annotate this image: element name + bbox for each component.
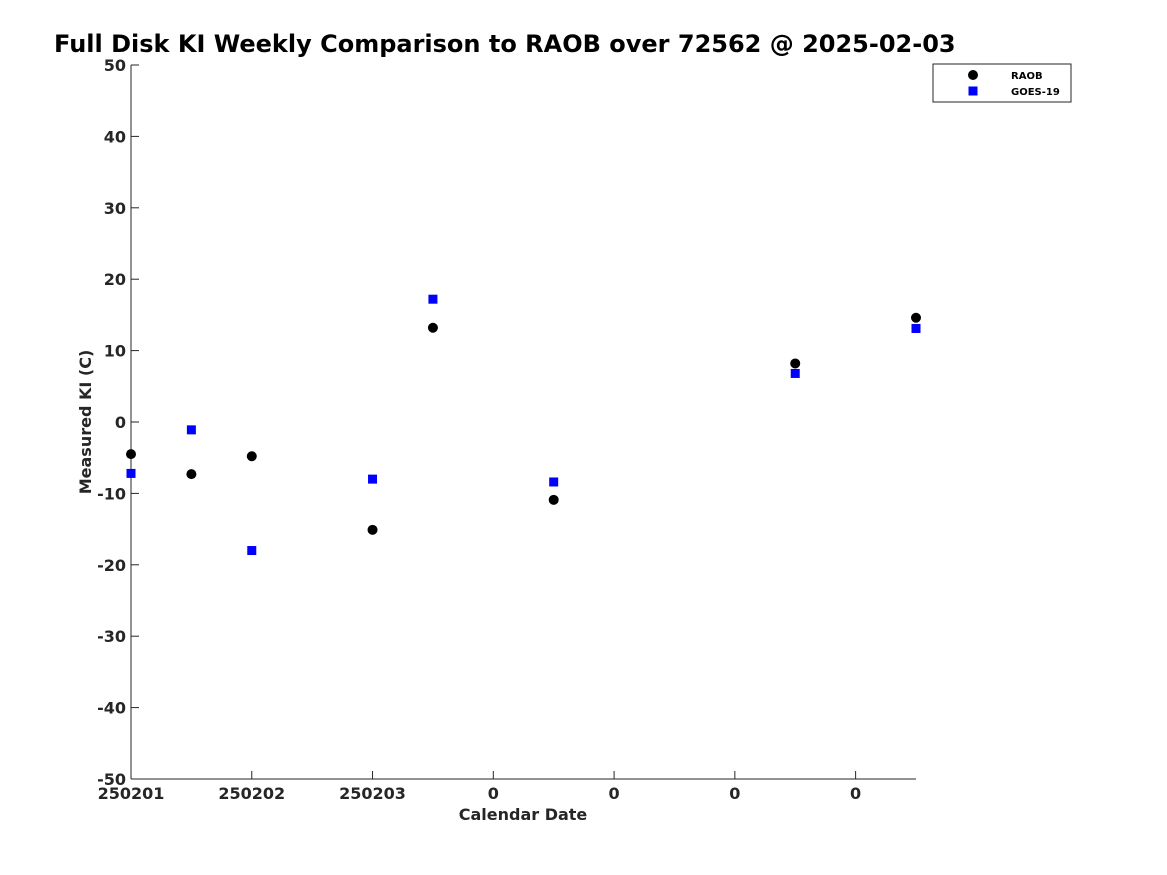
x-tick-label: 250202 (218, 784, 285, 803)
y-tick-label: 10 (104, 342, 126, 361)
x-tick-label: 0 (488, 784, 499, 803)
y-tick-label: -10 (97, 484, 126, 503)
x-tick-label: 0 (850, 784, 861, 803)
y-tick-label: 50 (104, 56, 126, 75)
goes-19-point (186, 425, 196, 435)
y-tick-label: -30 (97, 627, 126, 646)
raob-point (186, 469, 197, 480)
goes-19-point (549, 477, 559, 487)
x-tick-label: 250201 (98, 784, 165, 803)
goes-19-point (247, 546, 257, 556)
y-tick-label: 0 (115, 413, 126, 432)
goes-19-point (790, 368, 800, 378)
raob-point (367, 524, 378, 535)
raob-point (548, 494, 559, 505)
y-tick-label: -50 (97, 770, 126, 789)
x-tick-label: 250203 (339, 784, 406, 803)
legend-box (932, 63, 1072, 103)
data-points (126, 294, 921, 556)
legend-label-raob: RAOB (1011, 71, 1043, 82)
y-tick-label: -20 (97, 556, 126, 575)
legend-marker-goes-19 (968, 86, 978, 96)
x-axis-label: Calendar Date (459, 805, 588, 824)
raob-point (911, 312, 921, 323)
x-ticks: 250201 250202 250203 0 0 0 0 (98, 771, 861, 803)
raob-point (790, 358, 801, 369)
raob-point (427, 322, 438, 333)
x-tick-label: 0 (609, 784, 620, 803)
y-tick-label: 20 (104, 270, 126, 289)
axes (130, 65, 916, 780)
legend-label-goes-19: GOES-19 (1011, 87, 1060, 98)
goes-19-point (911, 323, 921, 333)
y-ticks: -50 -40 -30 -20 -10 0 10 20 30 40 50 (97, 56, 139, 789)
chart-title: Full Disk KI Weekly Comparison to RAOB o… (54, 30, 956, 58)
legend: RAOB GOES-19 (932, 63, 1072, 103)
y-tick-label: -40 (97, 699, 126, 718)
y-tick-label: 30 (104, 199, 126, 218)
goes-19-point (126, 468, 136, 478)
y-tick-label: 40 (104, 127, 126, 146)
x-tick-label: 0 (729, 784, 740, 803)
raob-point (246, 451, 257, 462)
raob-point (126, 449, 136, 460)
y-axis-label: Measured KI (C) (76, 350, 95, 495)
goes-19-point (368, 474, 378, 484)
goes-19-point (428, 294, 438, 304)
legend-marker-raob (968, 70, 978, 80)
